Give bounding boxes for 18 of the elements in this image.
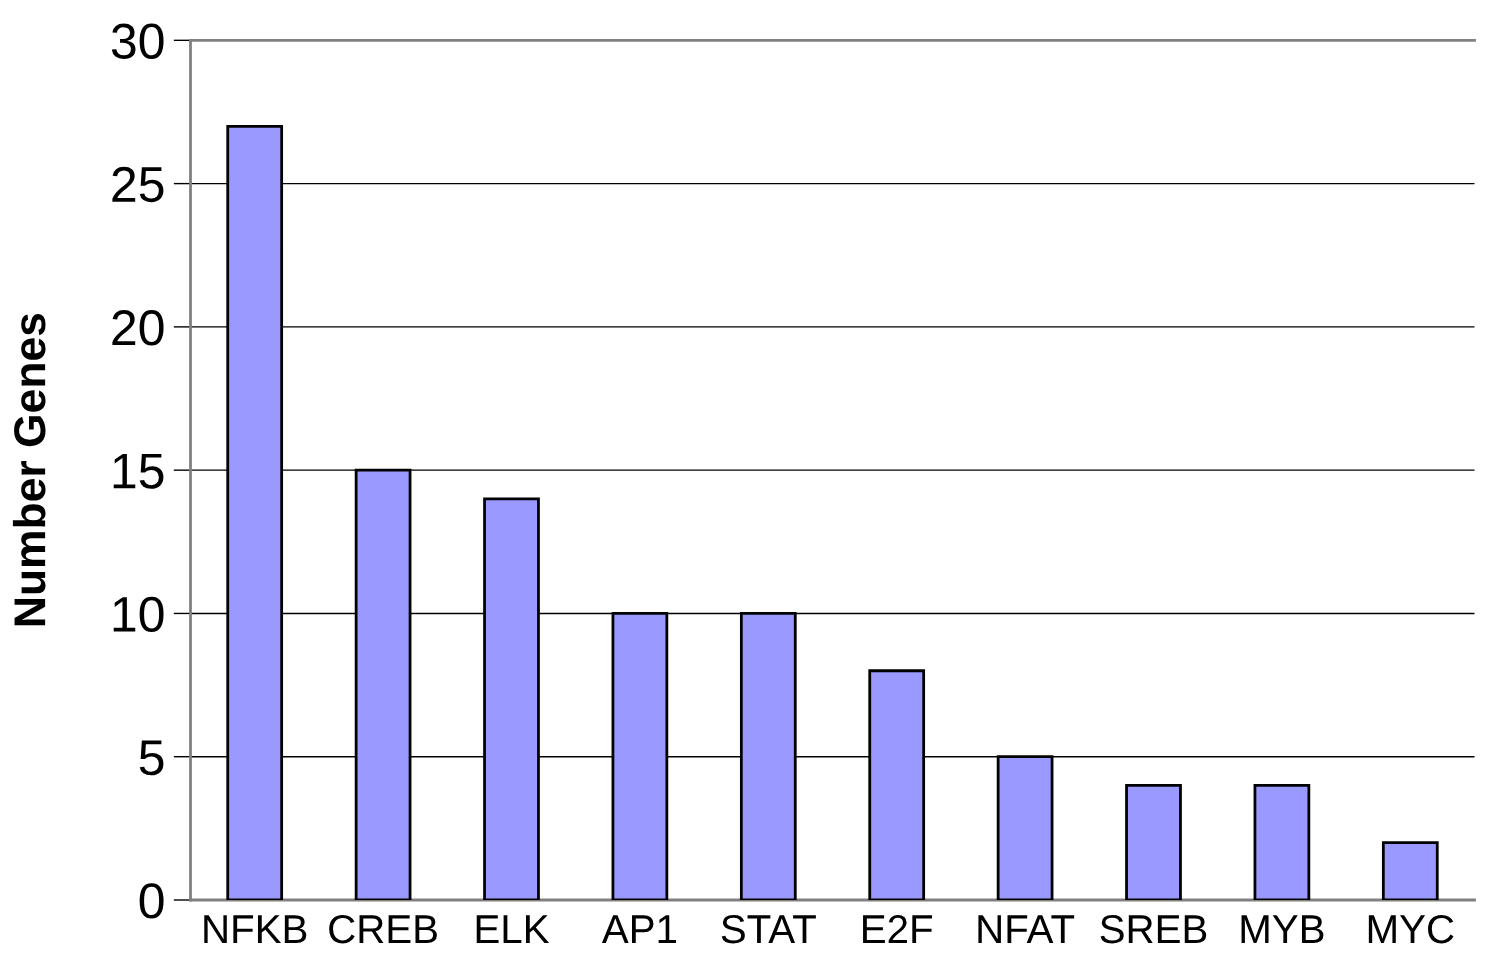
x-tick-label: ELK xyxy=(476,915,550,944)
y-tick-label: 20 xyxy=(112,310,164,346)
x-tick-label: CREB xyxy=(329,914,437,944)
y-axis-title: Number Genes xyxy=(12,313,46,626)
x-tick-label: E2F xyxy=(863,914,933,944)
y-tick-label: 5 xyxy=(139,740,164,776)
x-tick-label: MYC xyxy=(1368,914,1454,944)
y-tick-label: 0 xyxy=(139,883,164,919)
y-tick-label: 25 xyxy=(112,166,164,203)
y-tick-label: 10 xyxy=(113,596,164,633)
y-tick-label: 30 xyxy=(111,23,164,59)
x-tick-label: SREB xyxy=(1100,914,1207,944)
x-tick-label: MYB xyxy=(1241,915,1324,944)
x-tick-label: STAT xyxy=(721,914,816,944)
y-tick-label: 15 xyxy=(113,453,164,489)
x-tick-label: NFAT xyxy=(978,915,1075,944)
x-tick-label: NFKB xyxy=(204,915,307,944)
x-tick-label: AP1 xyxy=(601,915,676,944)
